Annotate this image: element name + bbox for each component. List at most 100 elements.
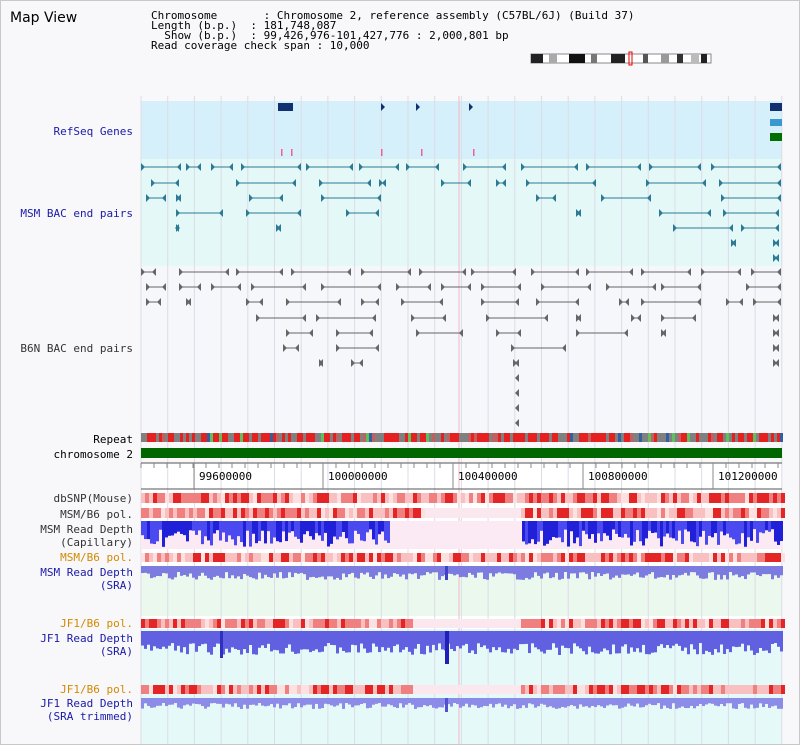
heat-cell — [181, 619, 185, 628]
bac-end — [177, 163, 181, 171]
depth-bar — [342, 698, 345, 709]
heat-cell — [241, 619, 245, 628]
bac-end — [624, 329, 628, 337]
depth-bar — [204, 521, 207, 537]
heat-cell — [313, 619, 317, 628]
heat-cell — [305, 493, 309, 503]
heat-cell — [501, 685, 505, 694]
depth-bar — [255, 566, 258, 580]
depth-bar — [510, 631, 513, 654]
heat-cell — [549, 619, 553, 628]
depth-bar — [231, 566, 234, 576]
depth-bar — [204, 631, 207, 644]
track-label-b6n-bac[interactable]: B6N BAC end pairs — [20, 342, 133, 355]
heat-cell — [657, 619, 661, 628]
heat-cell — [477, 553, 481, 562]
heat-cell — [273, 493, 277, 503]
depth-bar — [414, 631, 417, 649]
repeat-segment — [612, 433, 615, 442]
depth-bar — [504, 566, 507, 574]
depth-bar — [201, 698, 204, 707]
heat-cell — [361, 508, 365, 518]
gene-tick — [291, 149, 293, 156]
bac-end — [427, 283, 431, 291]
depth-bar — [351, 698, 354, 708]
depth-bar — [447, 698, 450, 705]
depth-bar — [597, 698, 600, 706]
depth-bar — [339, 631, 342, 648]
heat-cell — [405, 553, 409, 562]
heat-cell — [221, 508, 225, 518]
repeat-segment — [552, 433, 555, 442]
heat-cell — [417, 685, 421, 694]
depth-bar — [183, 698, 186, 706]
depth-bar — [345, 521, 348, 539]
depth-bar — [474, 698, 477, 706]
heat-cell — [477, 493, 481, 503]
heat-cell — [765, 685, 769, 694]
depth-bar — [780, 566, 783, 576]
depth-bar — [483, 566, 486, 580]
depth-bar — [405, 698, 408, 705]
heat-cell — [409, 553, 413, 562]
depth-bar — [393, 698, 396, 708]
bac-end — [279, 268, 283, 276]
depth-bar — [732, 631, 735, 647]
depth-bar — [555, 631, 558, 648]
depth-bar — [402, 631, 405, 650]
heat-cell — [457, 508, 461, 518]
depth-bar — [660, 631, 663, 645]
track-label-refseq[interactable]: RefSeq Genes — [53, 125, 133, 138]
heat-cell — [761, 685, 765, 694]
depth-bar — [774, 566, 777, 576]
depth-bar — [147, 566, 150, 574]
heat-cell — [181, 685, 185, 694]
depth-bar — [369, 566, 372, 577]
repeat-segment — [741, 433, 744, 442]
heat-cell — [173, 685, 177, 694]
heat-cell — [225, 508, 229, 518]
depth-bar — [561, 566, 564, 579]
heat-cell — [449, 508, 453, 518]
depth-bar — [273, 631, 276, 650]
depth-bar — [540, 566, 543, 579]
heat-cell — [149, 619, 153, 628]
depth-bar — [294, 521, 297, 537]
depth-bar — [315, 631, 318, 650]
bac-end — [351, 359, 355, 367]
depth-bar — [192, 521, 195, 531]
depth-bar — [570, 631, 573, 654]
depth-bar — [771, 521, 774, 530]
bac-end — [662, 329, 666, 337]
repeat-segment — [621, 433, 624, 442]
depth-bar — [249, 566, 252, 578]
depth-bar — [171, 631, 174, 644]
repeat-segment — [504, 433, 507, 442]
depth-bar — [186, 566, 189, 577]
heat-cell — [749, 493, 753, 503]
depth-bar — [159, 631, 162, 650]
depth-bar — [726, 566, 729, 580]
depth-bar — [237, 698, 240, 708]
depth-bar — [522, 698, 525, 706]
heat-cell — [245, 685, 249, 694]
track-label-msm-read-sra-sub: (SRA) — [99, 579, 133, 592]
heat-cell — [425, 553, 429, 562]
heat-cell — [289, 619, 293, 628]
depth-bar — [498, 566, 501, 573]
depth-bar — [723, 521, 726, 536]
depth-bar — [681, 521, 684, 544]
depth-bar — [684, 521, 687, 530]
repeat-segment — [369, 433, 372, 442]
depth-bar — [537, 566, 540, 576]
track-label-msm-bac[interactable]: MSM BAC end pairs — [20, 207, 133, 220]
heat-cell — [481, 508, 485, 518]
heat-cell — [709, 493, 713, 503]
depth-spike — [445, 631, 449, 664]
heat-cell — [341, 553, 345, 562]
depth-bar — [300, 521, 303, 543]
depth-bar — [315, 566, 318, 578]
repeat-segment — [762, 433, 765, 442]
heat-cell — [289, 493, 293, 503]
